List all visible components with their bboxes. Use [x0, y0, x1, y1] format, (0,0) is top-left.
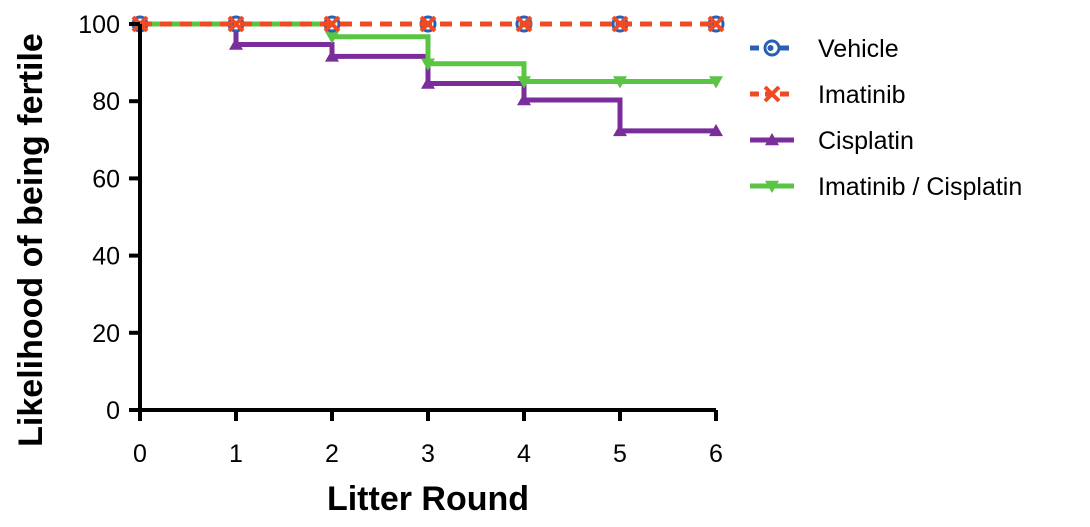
data-point-imatinib: [419, 15, 437, 33]
x-axis-title: Litter Round: [327, 480, 529, 518]
legend-marker-cisplatin: [765, 133, 779, 146]
legend-marker-imatinib: [763, 85, 781, 103]
data-point-imatinib-cisplatin: [613, 76, 627, 89]
data-point-imatinib-cisplatin: [517, 76, 531, 89]
data-point-cisplatin: [325, 49, 339, 62]
data-point-imatinib: [323, 15, 341, 33]
data-point-imatinib: [227, 15, 245, 33]
y-tick-label: 60: [92, 165, 120, 193]
legend: Vehicle Imatinib Cisplatin Imatinib / Cispl…: [750, 35, 1022, 201]
y-tick-label: 20: [92, 320, 120, 348]
x-tick-label: 6: [709, 440, 723, 468]
data-point-cisplatin: [421, 76, 435, 89]
y-tick-label: 0: [106, 397, 120, 425]
x-tick-label: 1: [229, 440, 243, 468]
x-tick-label: 0: [133, 440, 147, 468]
legend-label-vehicle: Vehicle: [818, 35, 899, 63]
x-tick-label: 2: [325, 440, 339, 468]
y-tick-label: 40: [92, 243, 120, 271]
series-layer: [131, 15, 725, 137]
data-point-imatinib: [611, 15, 629, 33]
y-tick-label: 100: [78, 11, 120, 39]
x-tick-label: 5: [613, 440, 627, 468]
y-tick-label: 80: [92, 88, 120, 116]
data-point-cisplatin: [229, 37, 243, 50]
legend-label-imatinib-cisplatin: Imatinib / Cisplatin: [818, 173, 1022, 201]
legend-label-imatinib: Imatinib: [818, 81, 906, 109]
x-tick-label: 4: [517, 440, 531, 468]
data-point-imatinib: [707, 15, 725, 33]
x-tick-label: 3: [421, 440, 435, 468]
legend-marker-imatinib-cisplatin: [765, 180, 779, 193]
legend-label-cisplatin: Cisplatin: [818, 127, 914, 155]
legend-marker-vehicle-dot: [767, 45, 774, 51]
data-point-imatinib: [515, 15, 533, 33]
data-point-imatinib-cisplatin: [709, 76, 723, 89]
data-point-imatinib-cisplatin: [325, 31, 339, 44]
y-axis-title: Likelihood of being fertile: [12, 33, 50, 447]
data-point-cisplatin: [709, 123, 723, 137]
data-point-imatinib-cisplatin: [421, 58, 435, 71]
data-point-cisplatin: [613, 123, 627, 137]
data-point-cisplatin: [517, 93, 531, 106]
